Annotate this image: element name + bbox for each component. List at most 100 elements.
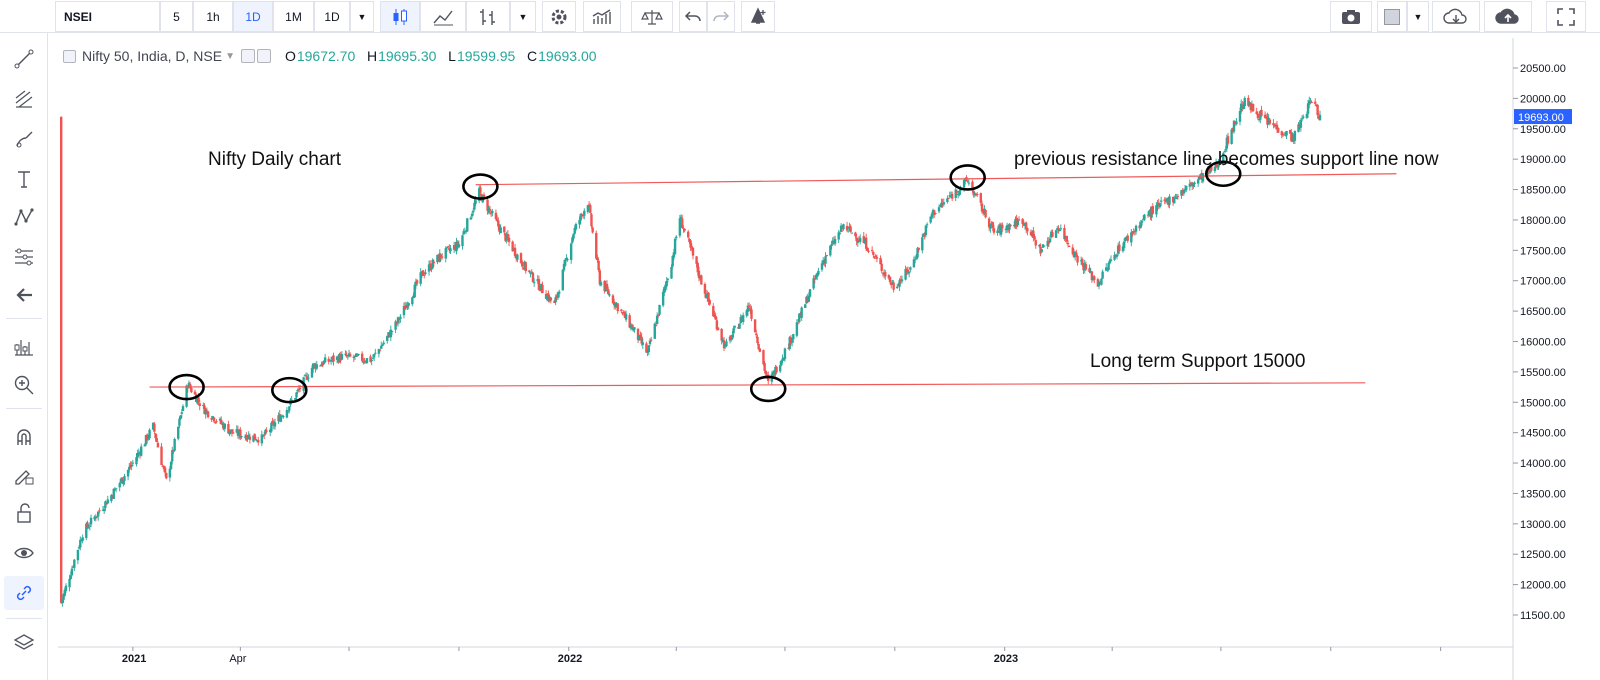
candle-body <box>746 305 750 312</box>
chart-pane[interactable]: 20500.00 20000.00 19500.00 19000.00 18500.00… <box>58 38 1600 680</box>
annotation-resistance-note[interactable]: previous resistance line becomes support… <box>1014 149 1439 170</box>
candle-body <box>833 239 837 244</box>
price-chart[interactable]: 20500.00 20000.00 19500.00 19000.00 18500.00… <box>58 38 1600 680</box>
candle-body <box>154 433 157 439</box>
series-settings-icon[interactable] <box>256 49 271 63</box>
candle-body <box>148 429 151 439</box>
candle-body <box>349 354 352 357</box>
fullscreen-button[interactable] <box>1546 1 1586 32</box>
candle-body <box>687 231 690 238</box>
symbol-search[interactable]: NSEI <box>55 1 160 32</box>
candle-body <box>114 488 118 490</box>
candles-chart-type-button[interactable] <box>380 1 420 32</box>
series-title[interactable]: Nifty 50, India, D, NSE <box>82 48 223 64</box>
candle-body <box>123 476 126 481</box>
candle-body <box>478 188 481 201</box>
interval-1h[interactable]: 1h <box>193 1 233 32</box>
chevron-down-icon[interactable]: ▼ <box>225 50 235 62</box>
time-axis[interactable]: 2021 Apr 2022 2023 <box>122 647 1442 665</box>
candle-body <box>432 261 436 264</box>
price-tick-label: 16000.00 <box>1520 337 1566 349</box>
price-tick-label: 20000.00 <box>1520 93 1566 105</box>
candle-body <box>227 424 230 434</box>
candle-body <box>264 429 267 435</box>
screenshot-button[interactable] <box>1330 1 1372 32</box>
interval-1d[interactable]: 1D <box>233 1 273 32</box>
candle-body <box>605 283 609 290</box>
candle-body <box>1026 228 1029 232</box>
link-icon[interactable] <box>4 576 44 610</box>
candles-icon <box>393 8 407 25</box>
compare-button[interactable] <box>631 1 673 32</box>
candle-body <box>1300 118 1304 120</box>
candle-body <box>307 377 310 379</box>
chart-type-dropdown[interactable]: ▼ <box>510 1 536 32</box>
eye-icon[interactable] <box>4 536 44 570</box>
collapse-legend-icon[interactable] <box>63 49 76 63</box>
color-theme-dropdown[interactable]: ▼ <box>1407 1 1429 32</box>
layers-icon[interactable] <box>4 626 44 660</box>
candle-body <box>421 270 425 276</box>
back-arrow-icon[interactable] <box>4 278 44 312</box>
candle-body <box>874 255 877 258</box>
load-layout-button[interactable] <box>1432 1 1480 32</box>
interval-1m[interactable]: 1M <box>273 1 314 32</box>
candle-body <box>1090 271 1094 281</box>
candle-body <box>322 360 326 365</box>
color-theme-button[interactable] <box>1377 1 1407 32</box>
candle-body <box>371 358 375 360</box>
candle-body <box>394 321 397 330</box>
candle-body <box>979 193 983 203</box>
prediction-icon[interactable] <box>4 240 44 274</box>
annotation-chart-title[interactable]: Nifty Daily chart <box>208 149 342 170</box>
cloud-upload-icon <box>1495 8 1519 24</box>
zoom-in-icon[interactable] <box>4 368 44 402</box>
save-layout-button[interactable] <box>1484 1 1532 32</box>
candle-body <box>666 278 670 280</box>
pattern-icon[interactable] <box>4 200 44 234</box>
hide-series-icon[interactable] <box>240 49 255 63</box>
ellipse-markers-group <box>168 160 1242 404</box>
price-axis[interactable]: 20500.00 20000.00 19500.00 19000.00 18500.00… <box>1513 63 1566 622</box>
text-icon[interactable] <box>4 162 44 196</box>
candle-body <box>580 214 584 216</box>
candle-body <box>817 270 820 275</box>
candle-body <box>646 351 649 353</box>
interval-dropdown-arrow[interactable]: ▼ <box>350 1 374 32</box>
interval-dropdown-value[interactable]: 1D <box>314 1 350 32</box>
candle-body <box>59 116 63 603</box>
alert-button[interactable] <box>741 1 775 32</box>
undo-button[interactable] <box>679 1 707 32</box>
ruler-icon[interactable] <box>4 330 44 364</box>
ohlc-values: O19672.70 H19695.30 L19599.95 C19693.00 <box>285 48 597 64</box>
candle-body <box>1175 196 1178 199</box>
trend-line-icon[interactable] <box>4 42 44 76</box>
candle-body <box>197 397 200 402</box>
bars-chart-type-button[interactable] <box>466 1 510 32</box>
candle-body <box>365 358 369 364</box>
candle-body <box>1235 121 1238 125</box>
interval-5[interactable]: 5 <box>160 1 193 32</box>
candle-body <box>1168 196 1171 205</box>
annotation-support-note[interactable]: Long term Support 15000 <box>1090 351 1306 372</box>
indicators-button[interactable] <box>583 1 621 32</box>
candle-body <box>678 218 682 236</box>
brush-icon[interactable] <box>4 122 44 156</box>
candle-body <box>1067 246 1071 248</box>
lock-drawings-pencil-icon[interactable] <box>4 458 44 492</box>
candle-body <box>790 338 794 343</box>
candle-body <box>708 300 711 305</box>
magnet-icon[interactable] <box>4 420 44 454</box>
candle-body <box>574 224 578 230</box>
settings-button[interactable] <box>542 1 576 32</box>
candle-body <box>657 314 660 316</box>
area-chart-type-button[interactable] <box>420 1 466 32</box>
candle-body <box>672 252 676 258</box>
gann-fib-icon[interactable] <box>4 82 44 116</box>
candle-body <box>173 438 176 451</box>
candle-body <box>670 267 673 279</box>
lock-icon[interactable] <box>4 496 44 530</box>
candle-body <box>814 275 818 279</box>
price-tick-label: 13000.00 <box>1520 519 1566 531</box>
redo-button[interactable] <box>707 1 735 32</box>
